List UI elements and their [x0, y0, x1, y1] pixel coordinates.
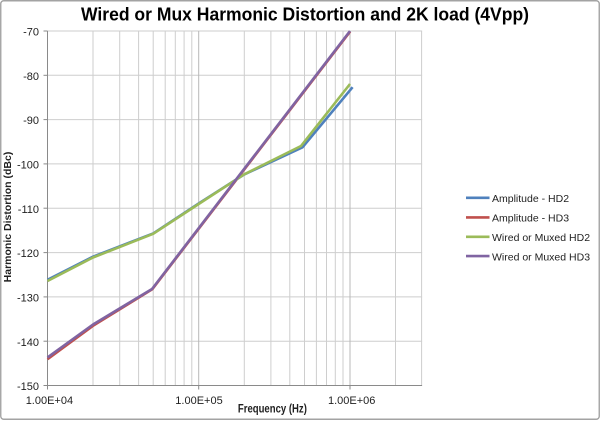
svg-text:Wired or Muxed HD3: Wired or Muxed HD3 [492, 251, 590, 263]
svg-text:-70: -70 [23, 27, 39, 39]
svg-text:1.00E+05: 1.00E+05 [175, 395, 222, 407]
svg-text:Wired or Mux Harmonic Distorti: Wired or Mux Harmonic Distortion and 2K … [81, 4, 529, 25]
svg-text:1.00E+06: 1.00E+06 [328, 395, 375, 407]
svg-text:Amplitude - HD2: Amplitude - HD2 [492, 193, 569, 205]
svg-text:-90: -90 [23, 115, 39, 127]
svg-text:Wired or Muxed HD2: Wired or Muxed HD2 [492, 232, 590, 244]
svg-text:-80: -80 [23, 71, 39, 83]
svg-text:-110: -110 [18, 204, 39, 216]
svg-text:Harmonic Distortion (dBc): Harmonic Distortion (dBc) [2, 152, 14, 283]
svg-text:-130: -130 [17, 293, 39, 305]
svg-text:-140: -140 [17, 337, 39, 349]
svg-text:-150: -150 [17, 381, 39, 393]
svg-text:1.00E+04: 1.00E+04 [26, 395, 73, 407]
svg-text:Amplitude - HD3: Amplitude - HD3 [492, 213, 569, 225]
svg-text:Frequency (Hz): Frequency (Hz) [238, 401, 307, 415]
svg-text:-120: -120 [17, 248, 39, 260]
svg-text:-100: -100 [17, 160, 39, 172]
